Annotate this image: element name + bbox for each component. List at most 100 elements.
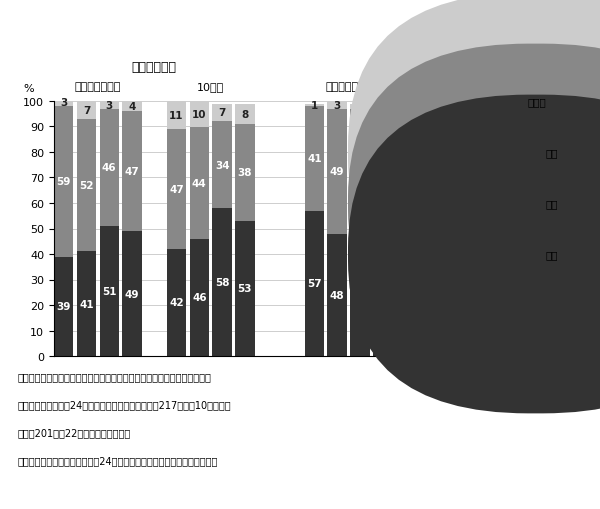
Bar	[122, 102, 142, 112]
Text: 8: 8	[241, 109, 248, 120]
Bar	[77, 120, 96, 252]
Bar	[418, 102, 437, 107]
Bar	[77, 252, 96, 356]
Text: 38: 38	[238, 168, 252, 178]
Text: 維持: 維持	[546, 199, 559, 209]
Text: 44: 44	[192, 178, 207, 188]
Text: 58: 58	[215, 277, 229, 288]
Bar	[212, 209, 232, 356]
Text: 49: 49	[376, 289, 390, 299]
Bar	[328, 234, 347, 356]
Bar	[100, 109, 119, 227]
Text: 39: 39	[56, 302, 71, 312]
Text: 53: 53	[238, 284, 252, 294]
Bar	[122, 232, 142, 356]
Text: 32: 32	[488, 145, 503, 155]
Bar	[440, 102, 460, 112]
Text: 2: 2	[356, 102, 364, 112]
Bar	[305, 107, 324, 211]
Text: 4: 4	[446, 102, 454, 112]
Text: 縮小: 縮小	[546, 148, 559, 158]
Text: 10: 10	[192, 109, 206, 120]
Text: 向こう３年程度: 向こう３年程度	[75, 81, 121, 92]
Text: 11: 11	[169, 111, 184, 121]
Bar	[235, 104, 254, 125]
Text: 4: 4	[469, 102, 476, 112]
Bar	[418, 107, 437, 193]
Bar	[235, 221, 254, 356]
Bar	[463, 112, 482, 196]
Bar	[54, 107, 73, 257]
Bar	[440, 199, 460, 356]
Y-axis label: %: %	[23, 84, 34, 94]
Text: 33: 33	[466, 149, 480, 159]
Text: 48: 48	[353, 165, 367, 176]
Text: 52: 52	[79, 181, 94, 191]
Bar	[190, 127, 209, 239]
Text: 57: 57	[307, 279, 322, 289]
Text: 46: 46	[192, 293, 206, 303]
Bar	[328, 102, 347, 109]
Text: 59: 59	[56, 177, 71, 187]
Text: 7: 7	[83, 106, 90, 116]
Text: 51: 51	[102, 287, 116, 296]
Bar	[305, 211, 324, 356]
Bar	[77, 102, 96, 120]
Text: 201社。22年度は調査対象外。: 201社。22年度は調査対象外。	[18, 428, 131, 438]
Text: 42: 42	[169, 298, 184, 308]
Bar	[350, 104, 370, 109]
Text: 46: 46	[102, 163, 116, 173]
Text: 向こう３年程度: 向こう３年程度	[325, 81, 372, 92]
Text: 構成比: 構成比	[528, 97, 547, 107]
Text: 49: 49	[330, 167, 344, 177]
Bar	[486, 191, 505, 356]
Bar	[305, 104, 324, 107]
Text: 47: 47	[376, 167, 390, 177]
Text: （出所）　日本政策投資銀行「24年度設備投資計画調査」から筆者作成。: （出所） 日本政策投資銀行「24年度設備投資計画調査」から筆者作成。	[18, 456, 218, 466]
Text: 1: 1	[311, 101, 318, 110]
Text: 3: 3	[60, 98, 67, 108]
Text: 10年先: 10年先	[197, 81, 224, 92]
Bar	[100, 102, 119, 109]
Text: 62: 62	[443, 272, 457, 282]
Bar	[418, 193, 437, 356]
Text: 国内生産拠点: 国内生産拠点	[132, 61, 177, 74]
Bar	[212, 122, 232, 209]
Text: 10年先: 10年先	[448, 81, 475, 92]
Bar	[167, 249, 186, 356]
Bar	[190, 239, 209, 356]
Text: 7: 7	[218, 108, 226, 118]
Text: 41: 41	[307, 154, 322, 164]
Text: 34: 34	[443, 150, 457, 160]
Bar	[486, 102, 505, 109]
Text: 47: 47	[169, 185, 184, 194]
Bar	[122, 112, 142, 232]
Text: 4: 4	[379, 102, 386, 112]
Text: 4: 4	[128, 102, 136, 112]
Text: 3: 3	[492, 101, 499, 110]
Text: 63: 63	[466, 271, 480, 281]
Bar	[373, 102, 392, 112]
Text: 2: 2	[424, 99, 431, 109]
Bar	[212, 104, 232, 122]
Bar	[463, 102, 482, 112]
Bar	[190, 102, 209, 127]
Text: 3: 3	[334, 101, 341, 110]
Text: 34: 34	[420, 145, 434, 155]
Bar	[100, 227, 119, 356]
Bar	[440, 112, 460, 199]
Bar	[463, 196, 482, 356]
Text: 48: 48	[330, 290, 344, 300]
Text: 65: 65	[488, 269, 503, 278]
Text: （注）　大企業かつ国内・海外の両方で生産活動を行っていると回答した: （注） 大企業かつ国内・海外の両方で生産活動を行っていると回答した	[18, 372, 212, 382]
Text: 企業が対象。24年度は「向こう３年程度」が217社、「10年先」が: 企業が対象。24年度は「向こう３年程度」が217社、「10年先」が	[18, 400, 232, 410]
Bar	[235, 125, 254, 221]
Bar	[167, 102, 186, 130]
Bar	[486, 109, 505, 191]
Bar	[350, 109, 370, 232]
Text: 49: 49	[125, 289, 139, 299]
Text: 3: 3	[106, 101, 113, 110]
Bar	[54, 99, 73, 107]
Text: 強化: 強化	[546, 249, 559, 260]
Text: 49: 49	[353, 289, 367, 299]
